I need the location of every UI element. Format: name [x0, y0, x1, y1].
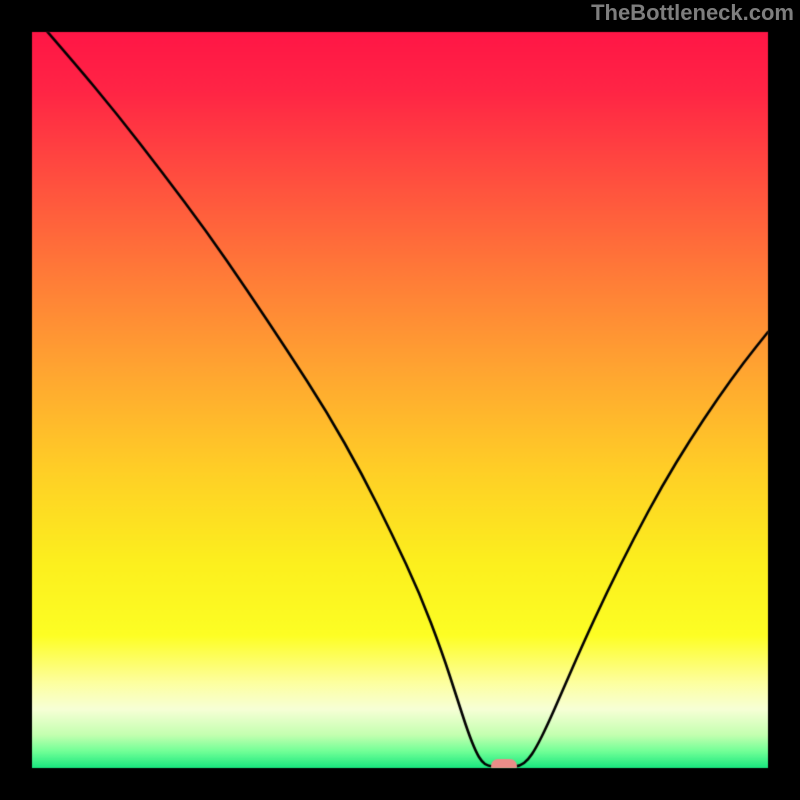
watermark-label: TheBottleneck.com [591, 0, 794, 26]
chart-curve-layer [0, 0, 800, 800]
bottleneck-chart: TheBottleneck.com [0, 0, 800, 800]
